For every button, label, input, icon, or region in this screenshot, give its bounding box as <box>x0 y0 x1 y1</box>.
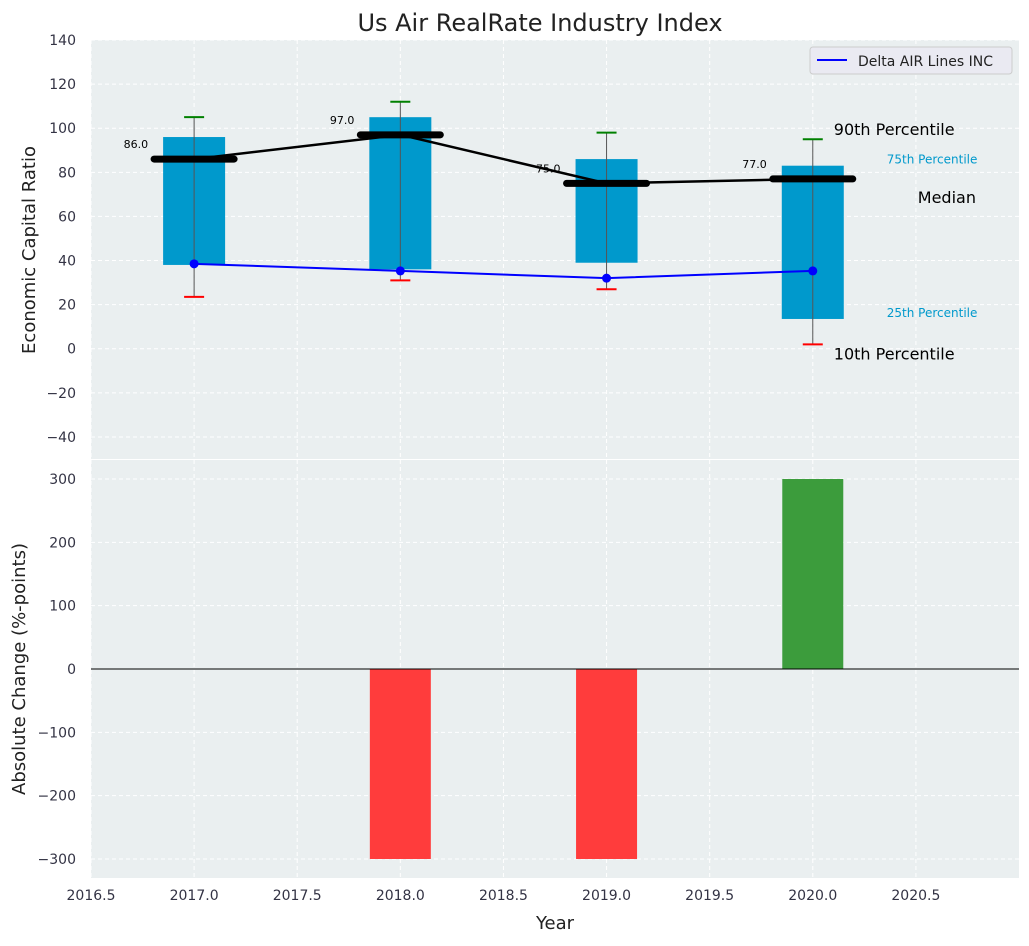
legend: Delta AIR Lines INC <box>809 46 1013 75</box>
x-tick-label: 2016.5 <box>67 888 116 904</box>
annotation-p90: 90th Percentile <box>834 120 955 139</box>
x-tick-label: 2017.5 <box>273 888 322 904</box>
x-tick-label: 2020.5 <box>891 888 940 904</box>
delta-line <box>194 262 813 280</box>
x-tick-label: 2020.0 <box>788 888 837 904</box>
y-tick-label: 40 <box>58 254 76 270</box>
y-tick-label: 20 <box>58 298 76 314</box>
y-tick-label: 60 <box>58 209 76 225</box>
legend-label: Delta AIR Lines INC <box>858 54 993 70</box>
annotation-p75: 75th Percentile <box>887 153 978 167</box>
x-tick-label: 2019.0 <box>582 888 631 904</box>
y-tick-label: −200 <box>38 789 76 805</box>
annotation-p25: 25th Percentile <box>887 306 978 320</box>
delta-point <box>395 266 405 276</box>
bottom-panel: 2016.5 2017.0 2017.5 2018.0 2018.5 2019.0 2019… <box>38 460 1019 904</box>
x-tick-label: 2018.5 <box>479 888 528 904</box>
top-ylabel: Economic Capital Ratio <box>19 146 40 354</box>
y-tick-label: −300 <box>38 852 76 868</box>
y-tick-label: −40 <box>46 430 76 446</box>
median-label: 86.0 <box>124 138 149 151</box>
delta-point <box>189 259 199 269</box>
change-bar <box>576 669 638 859</box>
y-tick-label: −20 <box>46 386 76 402</box>
bottom-ylabel: Absolute Change (%-points) <box>9 543 30 795</box>
annotation-median: Median <box>918 188 976 207</box>
y-tick-label: 300 <box>49 472 76 488</box>
median-line <box>193 133 813 185</box>
y-tick-label: 140 <box>49 33 76 49</box>
change-bar <box>782 479 844 669</box>
plot-area <box>91 40 1019 459</box>
x-axis-label: Year <box>535 913 575 934</box>
y-tick-label: 100 <box>49 121 76 137</box>
annotation-p10: 10th Percentile <box>834 344 955 363</box>
delta-point <box>808 266 818 276</box>
y-tick-label: 0 <box>67 342 76 358</box>
y-tick-label: 0 <box>67 662 76 678</box>
chart-title: Us Air RealRate Industry Index <box>357 9 722 37</box>
x-tick-label: 2018.0 <box>376 888 425 904</box>
change-bar <box>369 669 431 859</box>
y-tick-label: 80 <box>58 165 76 181</box>
x-tick-label: 2019.5 <box>685 888 734 904</box>
median-label: 97.0 <box>330 114 355 127</box>
y-tick-label: 200 <box>49 535 76 551</box>
y-tick-label: 120 <box>49 77 76 93</box>
x-tick-label: 2017.0 <box>170 888 219 904</box>
delta-point <box>602 273 612 283</box>
y-tick-label: 100 <box>49 599 76 615</box>
median-label: 77.0 <box>742 158 767 171</box>
y-tick-label: −100 <box>38 725 76 741</box>
